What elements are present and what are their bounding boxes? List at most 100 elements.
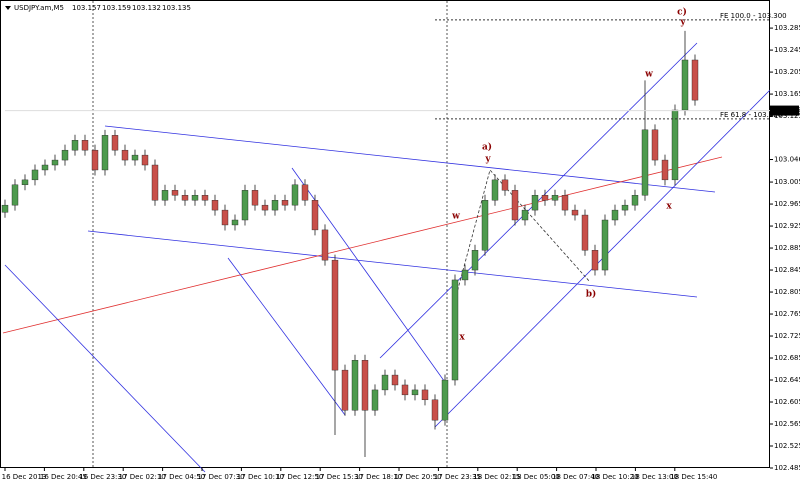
candle-body xyxy=(451,279,459,381)
candle-body xyxy=(601,219,609,271)
candle-body xyxy=(91,149,99,171)
candle-body xyxy=(411,389,419,396)
y-tick-label: 102.925 xyxy=(774,222,800,230)
x-tick-label: 17 Dec 07:30 xyxy=(197,473,244,481)
candle-body xyxy=(11,184,19,206)
candle-body xyxy=(201,195,209,201)
wave-label: c) xyxy=(677,7,687,18)
x-tick-label: 16 Dec 2013 xyxy=(2,473,47,481)
x-tick-label: 17 Dec 10:10 xyxy=(237,473,284,481)
candle-body xyxy=(331,259,339,371)
candle-body xyxy=(491,179,499,201)
candle-body xyxy=(671,109,679,181)
candles xyxy=(1,30,699,458)
candle-body xyxy=(111,135,119,151)
candle-body xyxy=(191,195,199,201)
symbol: USDJPY.am,M5 xyxy=(14,4,64,12)
header-price: 103.132 xyxy=(132,4,161,12)
candle-body xyxy=(521,209,529,221)
candle-body xyxy=(61,149,69,161)
trendline xyxy=(104,125,716,193)
candle-body xyxy=(121,149,129,161)
wave-label: a) xyxy=(482,142,492,153)
candle-body xyxy=(691,59,699,101)
candle-body xyxy=(351,360,359,411)
candle-body xyxy=(181,195,189,201)
trendline xyxy=(379,42,698,359)
candle-body xyxy=(271,200,279,211)
candle-body xyxy=(261,204,269,211)
candle-body xyxy=(571,209,579,216)
trendline xyxy=(2,156,723,334)
candle-body xyxy=(101,135,109,171)
candle-body xyxy=(611,209,619,221)
trendline xyxy=(227,257,346,416)
candle-body xyxy=(501,179,509,191)
candle-body xyxy=(51,159,59,166)
candle-body xyxy=(151,164,159,201)
candle-body xyxy=(141,154,149,166)
y-tick-label: 103.245 xyxy=(774,46,800,54)
candle-body xyxy=(231,219,239,226)
candle-body xyxy=(241,190,249,221)
x-tick-label: 17 Dec 12:50 xyxy=(276,473,323,481)
header-price: 103.135 xyxy=(162,4,191,12)
candle-body xyxy=(481,200,489,251)
candle-body xyxy=(171,190,179,196)
candle-body xyxy=(131,154,139,161)
candle-body xyxy=(591,250,599,271)
header-price: 103.159 xyxy=(102,4,131,12)
candle-body xyxy=(621,204,629,211)
wave-label: x xyxy=(459,333,465,343)
candle-body xyxy=(41,164,49,171)
candle-body xyxy=(251,190,259,206)
y-tick-label: 102.525 xyxy=(774,442,800,450)
candle-body xyxy=(551,195,559,201)
y-tick-label: 102.965 xyxy=(774,200,800,208)
last-price-box xyxy=(770,105,799,116)
wave-label: y xyxy=(484,155,491,165)
candle-body xyxy=(431,399,439,421)
y-tick-label: 103.046 xyxy=(774,156,800,164)
last-price-label: 103.135 xyxy=(772,107,800,115)
x-tick-label: 18 Dec 15:40 xyxy=(670,473,717,481)
y-tick-label: 102.765 xyxy=(774,310,800,318)
trendline xyxy=(87,230,698,298)
y-tick-label: 102.645 xyxy=(774,376,800,384)
candle-body xyxy=(301,184,309,201)
candle-body xyxy=(401,384,409,396)
candle-body xyxy=(541,195,549,201)
x-tick-label: 17 Dec 15:30 xyxy=(316,473,363,481)
candle-body xyxy=(321,229,329,261)
candle-body xyxy=(1,204,9,213)
x-tick-label: 18 Dec 10:20 xyxy=(591,473,638,481)
candle-body xyxy=(291,184,299,206)
y-tick-label: 103.005 xyxy=(774,178,800,186)
x-tick-label: 17 Dec 23:35 xyxy=(434,473,481,481)
x-tick-label: 18 Dec 13:00 xyxy=(631,473,678,481)
candle-body xyxy=(531,195,539,211)
header-price: 103.157 xyxy=(72,4,101,12)
fe-label: FE 61.8 - 103.120 xyxy=(720,111,782,119)
fe-label: FE 100.0 - 103.300 xyxy=(720,12,787,20)
candle-body xyxy=(211,200,219,211)
candle-body xyxy=(561,195,569,211)
wave-label: b) xyxy=(586,289,597,300)
wave-label: y xyxy=(679,18,686,28)
y-tick-label: 103.285 xyxy=(774,24,800,32)
y-tick-label: 102.605 xyxy=(774,398,800,406)
y-tick-label: 103.125 xyxy=(774,112,800,120)
y-tick-label: 102.725 xyxy=(774,332,800,340)
candle-body xyxy=(21,179,29,186)
wave-label: w xyxy=(644,70,653,80)
x-tick-label: 18 Dec 02:15 xyxy=(473,473,520,481)
candle-body xyxy=(371,389,379,411)
x-tick-label: 18 Dec 07:40 xyxy=(552,473,599,481)
menu-icon[interactable] xyxy=(5,6,11,10)
candle-body xyxy=(311,200,319,231)
y-tick-label: 103.205 xyxy=(774,68,800,76)
wave-label: w xyxy=(451,212,460,222)
candle-body xyxy=(381,374,389,391)
candle-body xyxy=(471,250,479,271)
candle-body xyxy=(71,140,79,151)
